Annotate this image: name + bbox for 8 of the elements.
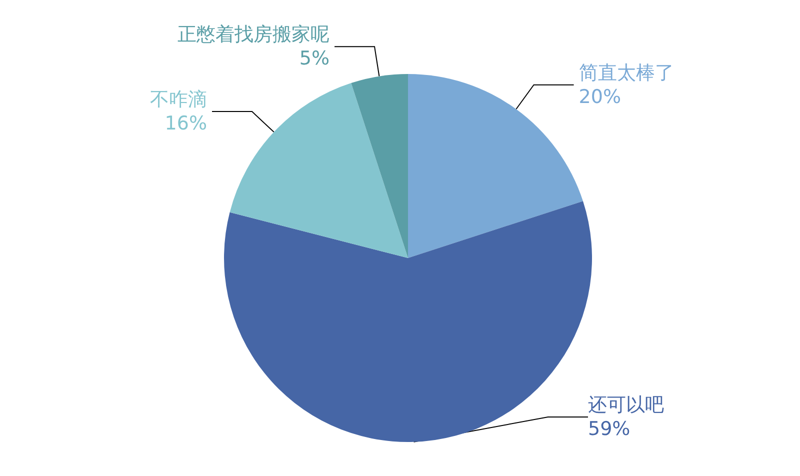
slice-label: 不咋滴: [150, 88, 207, 111]
slice-label: 还可以吧: [588, 394, 664, 416]
data-label: 20%: [578, 86, 622, 108]
data-label: 5%: [299, 48, 330, 70]
data-label: 16%: [164, 112, 207, 135]
data-label: 59%: [588, 418, 630, 440]
slice-label: 简直太棒了: [578, 62, 674, 84]
slice-label: 正憋着找房搬家呢: [178, 24, 330, 46]
